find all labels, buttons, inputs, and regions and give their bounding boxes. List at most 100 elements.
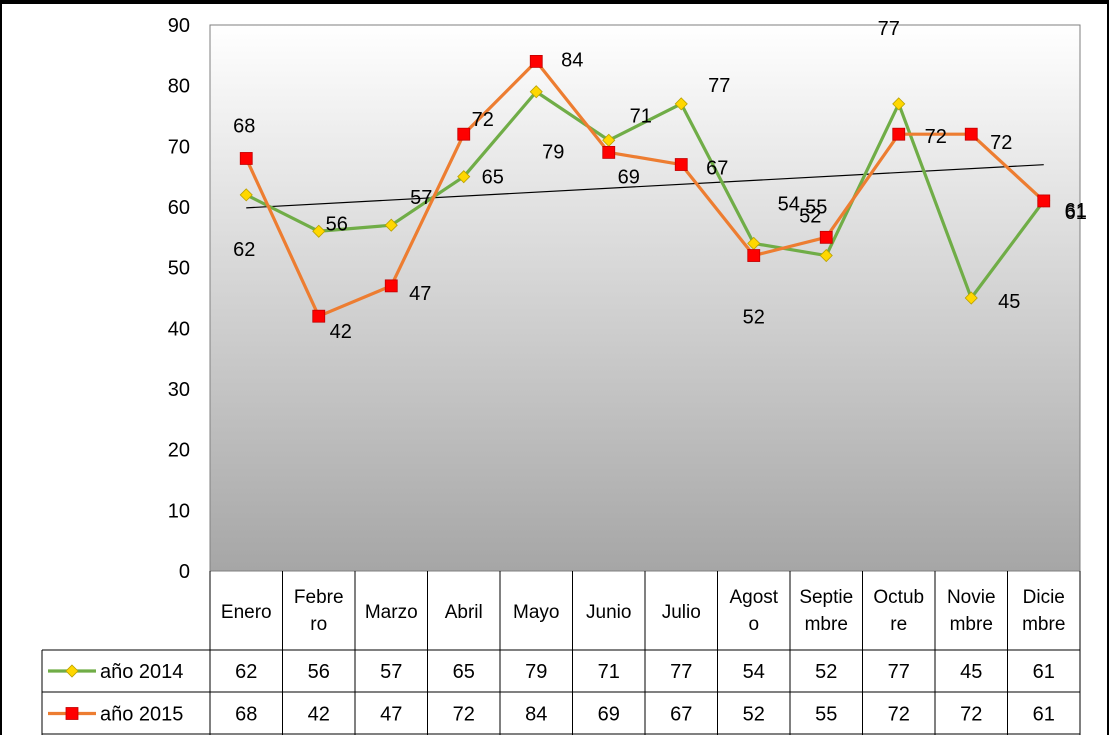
x-category-label-line: Enero [221, 602, 272, 623]
table-value-cell: 71 [598, 661, 620, 683]
legend-label: año 2015 [100, 704, 183, 726]
x-category-label-line: Julio [662, 602, 701, 623]
data-label: 71 [630, 105, 652, 127]
table-value-cell: 55 [815, 704, 837, 726]
data-label: 84 [561, 49, 583, 71]
x-category-label-line: Mayo [513, 602, 559, 623]
data-point-marker [674, 158, 688, 171]
y-tick-label: 90 [168, 15, 190, 37]
data-point-marker [964, 291, 978, 305]
x-category-label: Octub re [873, 587, 924, 635]
series-line [245, 90, 1046, 300]
table-value-cell: 65 [453, 661, 475, 683]
table-value-cell: 56 [308, 661, 330, 683]
data-label: 72 [990, 132, 1012, 154]
x-category-label: Agost o [729, 587, 778, 635]
table-value-cell: 69 [598, 704, 620, 726]
y-tick-label: 0 [179, 561, 190, 583]
data-point-marker [819, 230, 833, 244]
table-value-cell: 79 [525, 661, 547, 683]
data-point-marker [457, 127, 471, 141]
x-category-label: Febre ro [294, 587, 344, 635]
table-value-cell: 72 [453, 704, 475, 726]
data-label: 56 [326, 213, 348, 235]
x-category-label-line: mbre [805, 614, 848, 635]
legend-key-marker [65, 707, 79, 720]
data-label: 67 [706, 158, 728, 180]
table-value-cell: 62 [235, 661, 257, 683]
x-category-label-line: Septie [799, 587, 853, 608]
data-label: 57 [410, 187, 432, 209]
x-category-label: Julio [662, 602, 701, 623]
table-value-cell: 42 [308, 704, 330, 726]
data-point-marker [529, 85, 543, 99]
x-category-label: Novie mbre [947, 587, 996, 635]
data-label: 68 [233, 115, 255, 137]
data-point-marker [819, 248, 833, 263]
x-category-label: Dicie mbre [1022, 587, 1065, 635]
x-category-label: Enero [221, 602, 272, 623]
data-label: 65 [482, 167, 504, 189]
series-line [244, 59, 1045, 318]
x-category-label-line: mbre [1022, 614, 1065, 635]
y-tick-label: 70 [168, 136, 190, 158]
data-point-marker [602, 145, 616, 159]
data-point-marker [312, 224, 326, 238]
x-category-label: Septie mbre [799, 587, 853, 635]
legend-key-marker [65, 664, 79, 678]
table-value-cell: 52 [815, 661, 837, 683]
table-value-cell: 67 [670, 704, 692, 726]
x-category-label-line: Marzo [365, 602, 418, 623]
data-label: 47 [409, 283, 431, 305]
data-label: 69 [618, 166, 640, 188]
data-label: 72 [472, 109, 494, 131]
y-tick-label: 80 [168, 76, 190, 98]
data-point-marker [529, 55, 543, 68]
x-category-label-line: ro [310, 614, 327, 635]
x-category-label-line: Dicie [1023, 587, 1065, 608]
data-label: 77 [708, 75, 730, 97]
data-point-marker [239, 152, 253, 165]
data-label: 52 [799, 206, 821, 228]
data-label: 79 [542, 142, 564, 164]
table-value-cell: 72 [888, 704, 910, 726]
y-tick-label: 60 [168, 197, 190, 219]
table-value-cell: 77 [670, 661, 692, 683]
data-label: 61 [1065, 200, 1087, 222]
y-tick-label: 50 [168, 258, 190, 280]
data-point-marker [674, 97, 688, 111]
y-tick-label: 10 [168, 500, 190, 522]
x-category-label: Junio [586, 602, 631, 623]
table-value-cell: 57 [380, 661, 402, 683]
x-category-label-line: Novie [947, 587, 996, 608]
table-value-cell: 77 [888, 661, 910, 683]
data-point-marker [384, 279, 398, 293]
table-value-cell: 84 [525, 704, 547, 726]
data-label: 42 [330, 321, 352, 343]
y-tick-label: 20 [168, 440, 190, 462]
y-tick-label: 40 [168, 318, 190, 340]
y-tick-label: 30 [168, 379, 190, 401]
x-category-label-line: Octub [873, 587, 924, 608]
data-point-marker [457, 170, 471, 184]
x-category-label: Abril [445, 602, 483, 623]
x-category-label-line: mbre [950, 614, 993, 635]
table-value-cell: 68 [235, 704, 257, 726]
data-point-marker [964, 127, 978, 141]
data-point-marker [892, 127, 906, 141]
x-category-label-line: re [890, 614, 907, 635]
data-label: 45 [998, 291, 1020, 313]
data-label: 54 [778, 193, 800, 215]
data-point-marker [312, 309, 326, 323]
data-point-marker [747, 249, 761, 262]
table-value-cell: 45 [960, 661, 982, 683]
data-point-marker [239, 188, 253, 202]
data-point-marker [892, 97, 906, 111]
x-category-label-line: Agost [729, 587, 778, 608]
table-value-cell: 72 [960, 704, 982, 726]
data-label: 52 [743, 307, 765, 329]
table-value-cell: 47 [380, 704, 402, 726]
table-value-cell: 61 [1033, 704, 1055, 726]
